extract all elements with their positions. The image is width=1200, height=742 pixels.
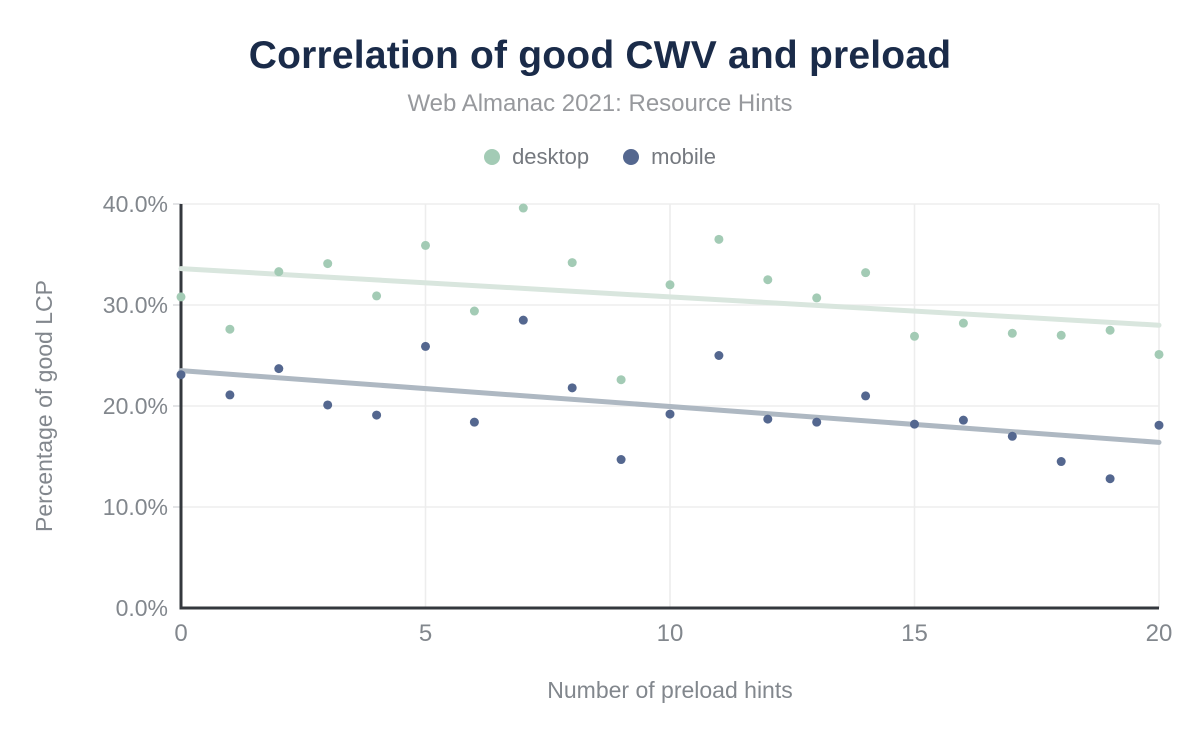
- y-tick-label: 20.0%: [103, 393, 168, 419]
- x-tick-label: 0: [174, 620, 187, 647]
- desktop-point: [714, 234, 724, 244]
- x-tick-label: 5: [419, 620, 432, 647]
- mobile-point: [665, 409, 675, 419]
- desktop-point: [958, 318, 968, 328]
- desktop-point: [225, 324, 235, 334]
- desktop-point: [665, 280, 675, 290]
- y-tick-label: 0.0%: [116, 595, 168, 621]
- desktop-point: [1056, 330, 1066, 340]
- y-axis-title: Percentage of good LCP: [31, 280, 57, 532]
- legend-item-mobile[interactable]: mobile: [623, 144, 716, 170]
- desktop-trendline: [178, 266, 1162, 328]
- mobile-point: [567, 383, 577, 393]
- mobile-swatch-icon: [623, 149, 640, 165]
- y-tick-label: 30.0%: [103, 292, 168, 318]
- y-tick-label: 40.0%: [103, 191, 168, 217]
- legend-item-desktop[interactable]: desktop: [484, 144, 589, 170]
- desktop-point: [567, 258, 577, 268]
- mobile-point: [469, 417, 479, 427]
- mobile-point: [518, 315, 528, 325]
- chart-legend: desktop mobile: [0, 144, 1200, 170]
- mobile-point: [274, 364, 284, 374]
- mobile-point: [1154, 420, 1164, 430]
- desktop-point: [323, 259, 333, 269]
- x-tick-label: 10: [657, 620, 684, 647]
- mobile-point: [1056, 457, 1066, 467]
- chart-subtitle: Web Almanac 2021: Resource Hints: [407, 90, 793, 117]
- mobile-point: [861, 391, 871, 401]
- mobile-point: [763, 414, 773, 424]
- mobile-point: [1105, 474, 1115, 484]
- desktop-point: [812, 293, 822, 303]
- desktop-point: [616, 375, 626, 385]
- mobile-point: [812, 417, 822, 427]
- mobile-point: [910, 419, 919, 429]
- legend-label-mobile: mobile: [651, 144, 716, 169]
- mobile-point: [616, 455, 626, 465]
- desktop-point: [372, 291, 382, 301]
- x-tick-label: 20: [1146, 620, 1173, 647]
- y-tick-label: 10.0%: [103, 494, 168, 520]
- desktop-point: [910, 331, 919, 341]
- desktop-point: [861, 268, 871, 278]
- desktop-point: [274, 267, 284, 277]
- mobile-point: [1007, 431, 1017, 441]
- mobile-trendline: [178, 368, 1162, 445]
- desktop-point: [469, 306, 479, 316]
- chart-title: Correlation of good CWV and preload: [248, 34, 952, 77]
- desktop-point: [1105, 325, 1115, 335]
- desktop-point: [176, 292, 186, 302]
- mobile-point: [372, 410, 382, 420]
- desktop-point: [1007, 328, 1017, 338]
- desktop-point: [1154, 349, 1164, 359]
- mobile-point: [176, 370, 186, 380]
- mobile-point: [958, 415, 968, 425]
- desktop-point: [421, 240, 430, 250]
- desktop-point: [763, 275, 773, 285]
- mobile-point: [225, 390, 235, 400]
- mobile-point: [323, 400, 333, 410]
- desktop-point: [518, 203, 528, 213]
- desktop-swatch-icon: [484, 149, 501, 165]
- mobile-point: [714, 351, 724, 360]
- legend-label-desktop: desktop: [512, 144, 590, 169]
- x-tick-label: 15: [901, 620, 928, 647]
- x-axis-title: Number of preload hints: [547, 677, 792, 703]
- mobile-point: [421, 341, 430, 351]
